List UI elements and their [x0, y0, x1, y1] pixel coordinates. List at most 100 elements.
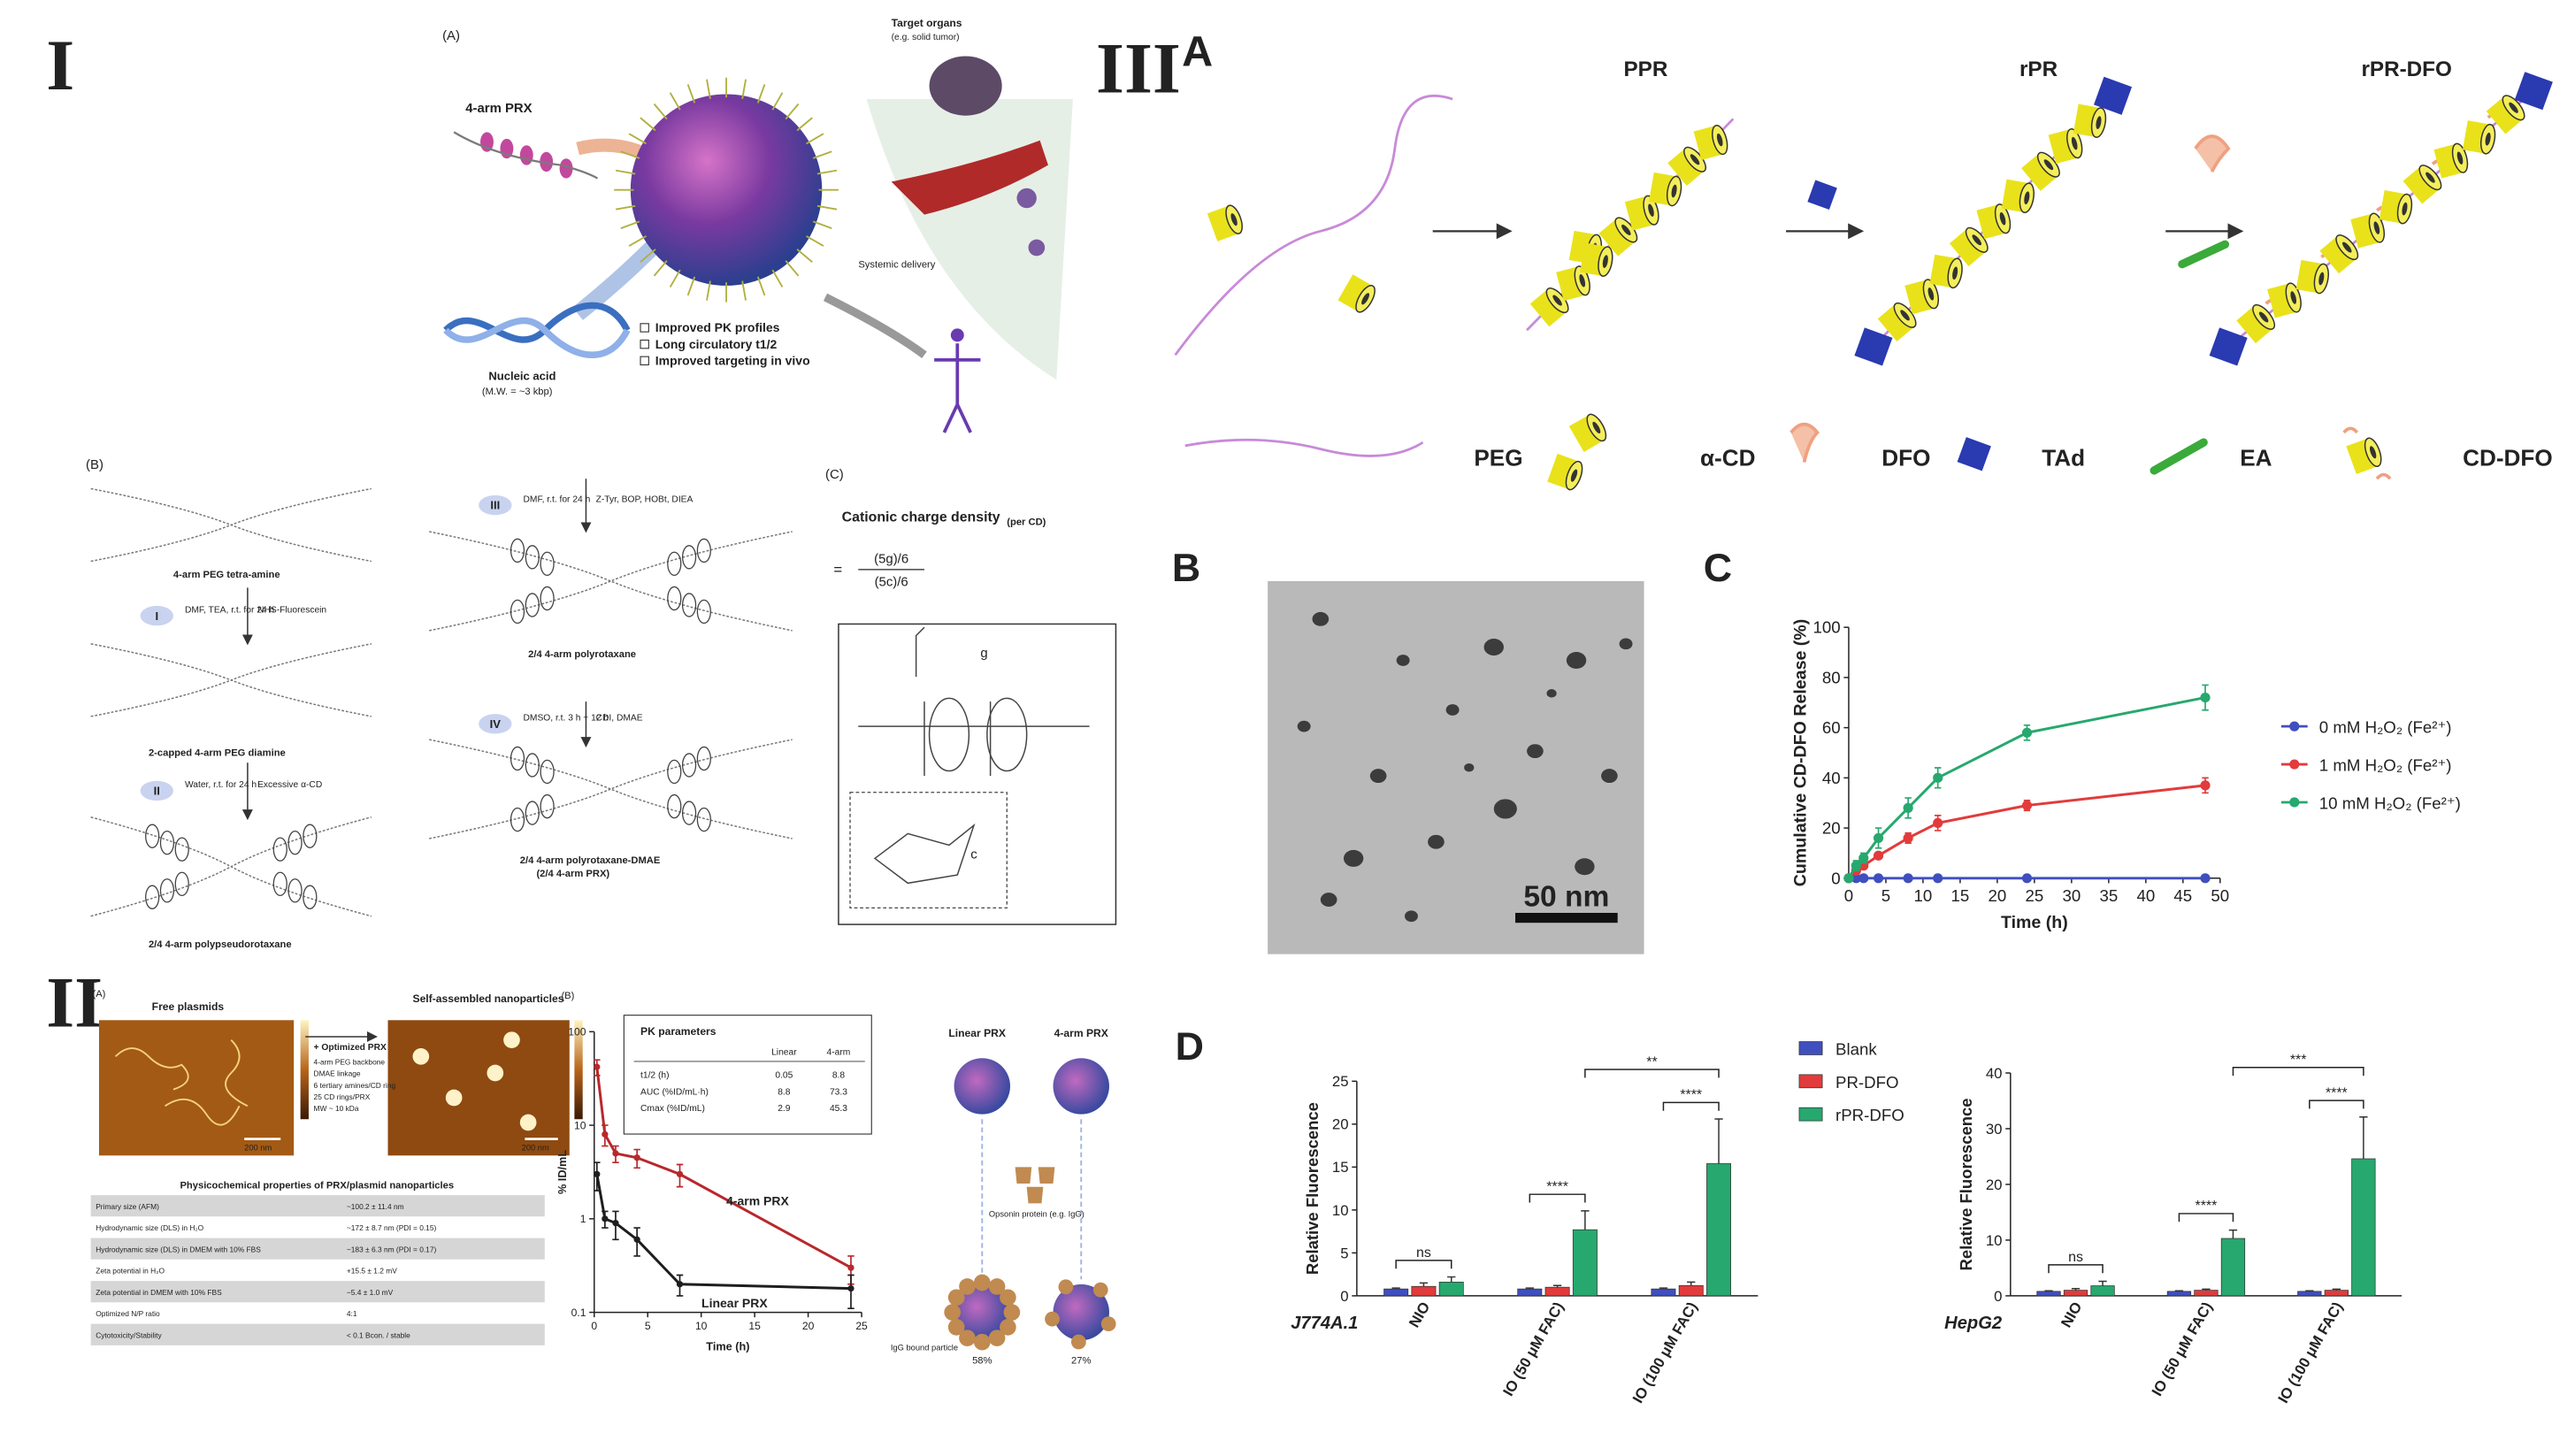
- alpha-cd: [1949, 226, 1989, 266]
- table-cell: +15.5 ± 1.2 mV: [347, 1267, 397, 1276]
- tem-particle: [1464, 763, 1475, 772]
- benefit: Improved PK profiles: [655, 320, 780, 334]
- data-point: [1873, 850, 1884, 861]
- y-tick-label: 40: [1986, 1065, 2003, 1082]
- tem-particle: [1297, 720, 1311, 732]
- polymer: [90, 816, 372, 917]
- arrow: [576, 138, 643, 158]
- peg-strand: [615, 204, 636, 211]
- cd-ring: [525, 801, 540, 825]
- alpha-cd-hole: [1570, 469, 1578, 482]
- tem-particle: [1343, 849, 1364, 867]
- alpha-cd: [2236, 303, 2276, 344]
- bound-igg: [1045, 1311, 1060, 1327]
- checkbox: [640, 356, 649, 366]
- peg-strand: [771, 269, 784, 288]
- bullet: 25 CD rings/PRX: [314, 1092, 371, 1101]
- arrow: [823, 293, 927, 359]
- dna: [443, 317, 631, 358]
- nanoparticle: [1053, 1058, 1109, 1115]
- peg-strand: [796, 117, 813, 132]
- inset-cell: 45.3: [830, 1104, 847, 1114]
- data-point: [2021, 873, 2033, 884]
- dfo: [2342, 426, 2392, 480]
- peg-strand: [706, 280, 711, 301]
- inset-header: 4-arm: [827, 1047, 851, 1057]
- significance-bracket: [2309, 1100, 2364, 1109]
- table-row: [90, 1281, 545, 1303]
- peg-strand: [796, 249, 813, 263]
- data-point: [2021, 800, 2033, 811]
- afm-colorbar: [300, 1020, 309, 1120]
- y-tick-label: 60: [1822, 718, 1841, 737]
- data-point: [2200, 780, 2211, 791]
- data-point: [633, 1154, 640, 1161]
- step-label: II: [154, 785, 160, 798]
- cd-ring: [696, 807, 711, 832]
- y-tick-label: 0: [1831, 869, 1840, 887]
- label: 4-arm PRX: [1054, 1027, 1108, 1039]
- label: (5g)/6: [874, 551, 908, 566]
- alpha-cd-body: [1337, 274, 1373, 312]
- alpha-cd-hole: [1592, 421, 1601, 433]
- polymer: [429, 531, 793, 632]
- alpha-cd: [1624, 195, 1659, 231]
- y-tick-label: 80: [1822, 668, 1841, 686]
- bar: [1706, 1163, 1732, 1297]
- data-point: [1933, 817, 1943, 829]
- bound-igg: [988, 1330, 1006, 1346]
- bar: [1678, 1284, 1704, 1297]
- x-tick-label: 15: [1951, 886, 1970, 905]
- error-bar: [1581, 1210, 1590, 1230]
- data-point: [594, 1063, 601, 1070]
- x-tick-label: 10: [1914, 886, 1933, 905]
- alpha-cd-hole: [2096, 116, 2102, 129]
- label: IgG bound particle: [891, 1343, 958, 1352]
- compound: 2/4 4-arm polypseudorotaxane: [149, 939, 292, 950]
- compound: (2/4 4-arm PRX): [536, 869, 609, 879]
- alpha-cd-hole: [1621, 224, 1631, 235]
- nanoparticle: [954, 1058, 1011, 1115]
- step-badge: [479, 494, 512, 516]
- label: (A): [92, 989, 105, 1000]
- alpha-cd-body: [2319, 235, 2357, 274]
- alpha-cd: [2319, 234, 2359, 274]
- x-tick-label: 35: [2099, 886, 2118, 905]
- data-point: [1858, 873, 1869, 884]
- alpha-cd-hole: [2456, 151, 2464, 165]
- y-tick-label: 20: [1332, 1116, 1349, 1133]
- peg-strand: [812, 220, 832, 229]
- bound-igg: [947, 1319, 965, 1336]
- alpha-cd: [2350, 212, 2386, 249]
- y-tick-label: 10: [1986, 1232, 2003, 1249]
- bar: [2063, 1290, 2088, 1297]
- data-point: [2021, 727, 2033, 738]
- polymer: [90, 643, 372, 717]
- label: =: [833, 561, 842, 578]
- step-conditions: DMF, TEA, r.t. for 24 h: [185, 605, 275, 615]
- bar: [2036, 1291, 2061, 1297]
- inset-cell: 8.8: [778, 1087, 791, 1097]
- alpha-cd: [2403, 165, 2442, 204]
- inset-box: [623, 1015, 872, 1135]
- peg-strand: [741, 79, 747, 99]
- legend-label: 0 mM H₂O₂ (Fe²⁺): [2319, 718, 2452, 737]
- cd-ring: [667, 586, 682, 611]
- compound: 2/4 4-arm polyrotaxane-DMAE: [520, 855, 661, 866]
- plasmid-strands: [114, 1039, 249, 1126]
- cd-ring: [696, 746, 711, 771]
- checkbox: [640, 339, 649, 349]
- cd-ring: [696, 538, 711, 563]
- peg-strand: [706, 79, 711, 99]
- alpha-cd-hole: [1927, 287, 1935, 301]
- alpha-cd: [1976, 203, 2012, 240]
- table-cell: ~172 ± 8.7 nm (PDI = 0.15): [347, 1223, 437, 1232]
- y-tick-label: 5: [1340, 1245, 1348, 1261]
- alpha-cd-hole: [1230, 213, 1238, 226]
- alpha-cd-hole: [2043, 159, 2054, 171]
- label: Free plasmids: [152, 1000, 225, 1013]
- tad: [2093, 76, 2133, 115]
- data-point: [676, 1170, 684, 1178]
- x-tick-label: 50: [2211, 886, 2229, 905]
